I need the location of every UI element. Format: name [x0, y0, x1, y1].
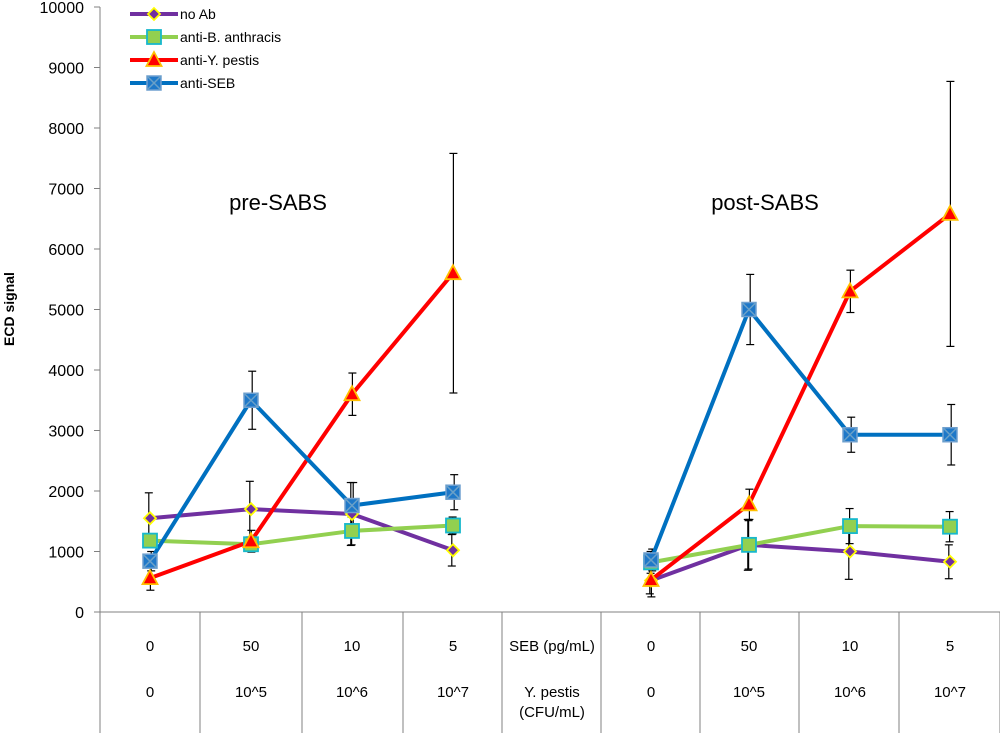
y-axis-title: ECD signal [1, 272, 17, 346]
series-1-line-group-1 [650, 524, 951, 565]
series-3-point-cross [741, 301, 757, 318]
series-3-point [942, 426, 958, 443]
table-grid [99, 611, 1000, 733]
series-2-line-group-1 [649, 212, 952, 582]
legend-marker-2 [144, 50, 164, 67]
legend: no Ab anti-B. anthracis anti-Y. pestis anti… [130, 6, 281, 91]
table-row2-value: 10^6 [336, 684, 368, 701]
series-3-point-cross [344, 497, 360, 514]
series-1-point [142, 532, 158, 549]
series-2-point [342, 384, 362, 402]
y-tick-label: 10000 [40, 0, 85, 17]
table-row1-value: 5 [946, 638, 954, 655]
series-3-point [344, 497, 360, 514]
series-0-point [942, 554, 958, 570]
y-tick-label: 0 [75, 605, 84, 622]
series-1-point [344, 523, 360, 539]
table-row2-value: 10^7 [934, 684, 966, 701]
series-3-point-cross [445, 484, 461, 500]
table-row2-value: 10^6 [834, 684, 866, 701]
series-2-point [739, 494, 759, 512]
series-lines [148, 212, 952, 583]
y-tick-label: 6000 [48, 242, 84, 259]
series-3-point-cross [942, 427, 958, 443]
series-3-point [243, 392, 259, 408]
table-row1-value: 10 [842, 638, 859, 655]
series-1-point [445, 517, 461, 534]
series-3-point [142, 553, 158, 569]
y-axis: 0 1000 2000 3000 4000 5000 6000 7000 8000 9000 100… [1, 0, 101, 733]
series-3-point [643, 552, 659, 568]
series-1-point [942, 518, 958, 535]
legend-label-1: anti-B. anthracis [180, 29, 281, 45]
series-0-point [842, 544, 858, 559]
annotation-post-sabs: post-SABS [711, 190, 819, 215]
y-tick-label: 1000 [48, 545, 84, 562]
table-row2-value: 0 [647, 684, 655, 701]
series-3-line-group-1 [649, 307, 950, 561]
y-tick-label: 5000 [48, 303, 84, 320]
series-2-point [140, 568, 160, 586]
table-row2-value: 0 [146, 684, 154, 701]
series-3-point [842, 426, 858, 443]
series-1-point [842, 518, 858, 534]
chart-text: 0 0 50 10^5 10 10^6 5 10^7 0 0 50 10^5 10 10^6 5 10^7 SE… [146, 190, 966, 721]
legend-marker-0 [146, 6, 162, 22]
legend-marker-3 [146, 75, 162, 91]
y-tick-label: 7000 [48, 182, 84, 199]
y-tick-label: 2000 [48, 484, 84, 501]
annotation-pre-sabs: pre-SABS [229, 190, 327, 215]
y-tick-label: 3000 [48, 424, 84, 441]
series-markers [140, 204, 960, 588]
series-2-point [641, 570, 661, 587]
table-row1-value: 0 [647, 638, 655, 655]
table-row2-label-line1: Y. pestis [524, 684, 580, 701]
table-row2-value: 10^5 [235, 684, 267, 701]
series-2-point [940, 204, 960, 221]
table-row1-label: SEB (pg/mL) [509, 638, 595, 655]
series-3-line-group-0 [148, 398, 454, 563]
series-3-point-cross [142, 553, 158, 569]
legend-marker-1 [146, 29, 162, 45]
legend-label-2: anti-Y. pestis [180, 52, 259, 68]
table-row1-value: 10 [344, 638, 361, 655]
table-row2-value: 10^5 [733, 684, 765, 701]
table-row2-label-line2: (CFU/mL) [519, 704, 585, 721]
series-3-point [445, 484, 461, 500]
y-tick-label: 9000 [48, 61, 84, 78]
series-2-point [840, 281, 860, 299]
series-2-point [443, 263, 463, 281]
y-tick-label: 4000 [48, 363, 84, 380]
table-row2-label: Y. pestis (CFU/mL) [519, 684, 585, 721]
legend-label-0: no Ab [180, 6, 216, 22]
legend-marker-3-cross [146, 75, 162, 91]
table-row1-value: 50 [243, 638, 260, 655]
series-0-point [142, 510, 158, 526]
legend-label-3: anti-SEB [180, 75, 235, 91]
series-2-line-group-0 [149, 271, 455, 580]
series-3-point [741, 301, 757, 318]
series-3-point-cross [842, 427, 858, 443]
series-1-line-group-0 [149, 523, 454, 547]
series-0-line-group-0 [149, 507, 454, 553]
table-row2-value: 10^7 [437, 684, 469, 701]
table-row1-value: 5 [449, 638, 457, 655]
series-3-point-cross [643, 552, 659, 568]
series-2-point [241, 531, 261, 549]
table-row1-value: 0 [146, 638, 154, 655]
series-0-line-group-1 [650, 542, 951, 583]
y-tick-label: 8000 [48, 121, 84, 138]
series-0-point [243, 501, 259, 517]
series-0-point [445, 543, 461, 558]
series-1-point [741, 536, 757, 553]
series-3-point-cross [243, 392, 259, 408]
table-row1-value: 50 [741, 638, 758, 655]
